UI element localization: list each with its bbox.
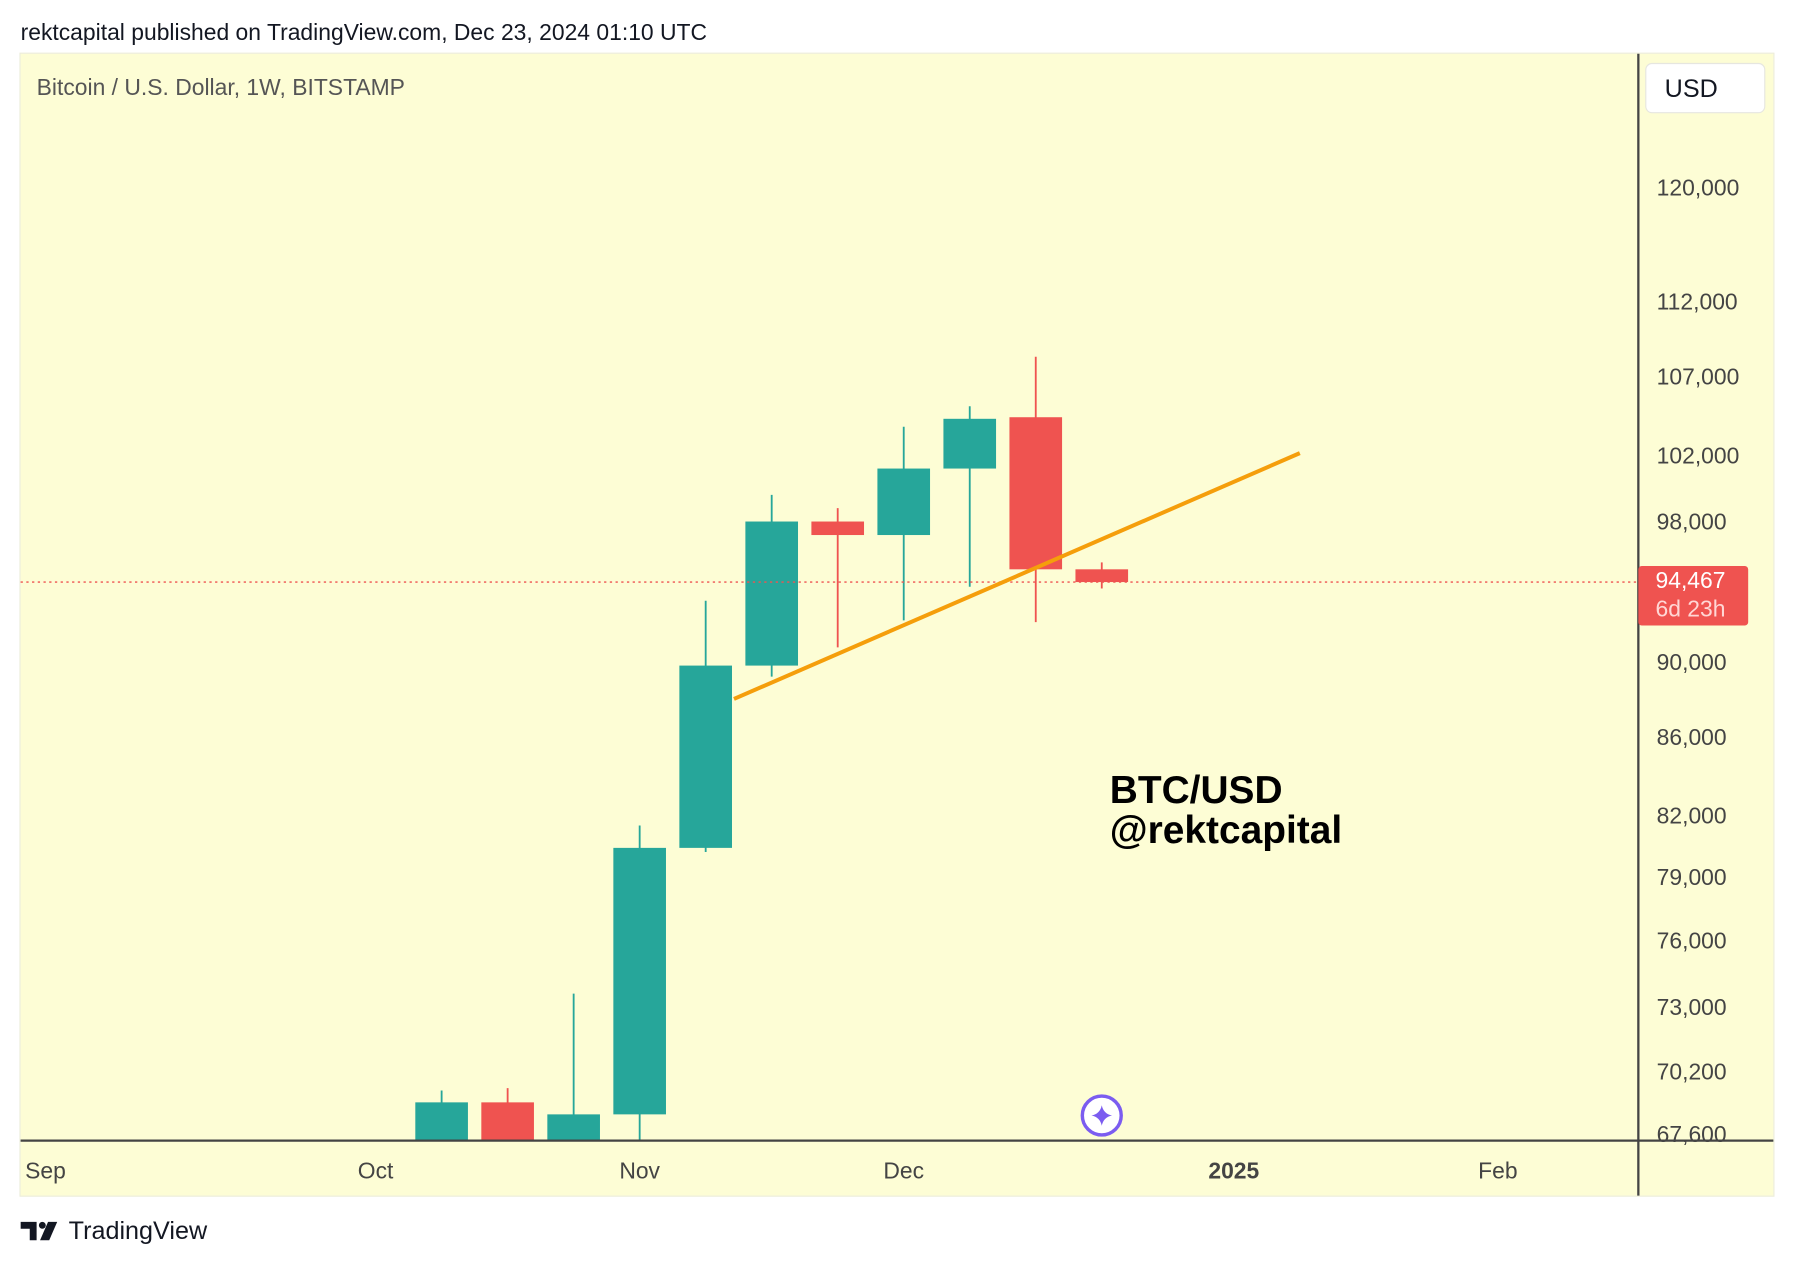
price-tick-label: 112,000 xyxy=(1657,288,1738,314)
candle-2024-10-28[interactable] xyxy=(547,993,600,1154)
price-tick-label: 79,000 xyxy=(1657,864,1727,890)
price-tick-label: 67,600 xyxy=(1657,1121,1727,1147)
time-axis[interactable]: Sep Oct Nov Dec 2025 Feb xyxy=(25,1157,1517,1183)
sparkle-marker-icon[interactable] xyxy=(1080,1094,1123,1137)
candle-2024-12-02[interactable] xyxy=(877,426,931,621)
price-tick-label: 90,000 xyxy=(1657,649,1727,675)
time-tick-label: Dec xyxy=(883,1157,924,1183)
annotation-line-1: BTC/USD xyxy=(1110,769,1283,812)
candle-2024-12-09[interactable] xyxy=(943,406,997,587)
chart-panel[interactable] xyxy=(19,52,1775,1197)
candle-2024-12-16[interactable] xyxy=(1009,356,1063,623)
candle-body xyxy=(613,847,666,1115)
price-tick-label: 107,000 xyxy=(1657,364,1740,390)
time-tick-label: Nov xyxy=(619,1157,660,1183)
candle-2024-11-11[interactable] xyxy=(679,600,732,852)
time-tick-label: Sep xyxy=(25,1157,66,1183)
candle-body xyxy=(481,1102,534,1141)
candle-body xyxy=(811,521,865,536)
candle-2024-10-21[interactable] xyxy=(481,1088,534,1196)
price-tick-label: 73,000 xyxy=(1657,994,1727,1020)
candle-body xyxy=(745,521,799,666)
candle-body xyxy=(877,468,931,536)
trendline[interactable] xyxy=(733,451,1301,701)
candle-body xyxy=(547,1114,600,1141)
candle-2024-11-18[interactable] xyxy=(745,494,799,677)
symbol-title: Bitcoin / U.S. Dollar, 1W, BITSTAMP xyxy=(36,75,405,101)
candle-body xyxy=(943,418,997,469)
price-axis[interactable]: 120,000 112,000 107,000 102,000 98,000 90,000… xyxy=(1657,175,1740,1147)
price-tick-label: 70,200 xyxy=(1657,1059,1727,1085)
tradingview-logo-icon xyxy=(20,1221,58,1241)
candle-body xyxy=(1075,569,1129,583)
time-tick-label: 2025 xyxy=(1208,1157,1259,1183)
candle-2024-10-14[interactable] xyxy=(415,1090,468,1263)
brand-name: TradingView xyxy=(68,1216,208,1245)
time-tick-label: Feb xyxy=(1478,1157,1517,1183)
candle-body xyxy=(1009,417,1063,570)
price-tick-label: 98,000 xyxy=(1657,509,1727,535)
candle-2024-11-04[interactable] xyxy=(613,825,666,1150)
price-tick-label: 102,000 xyxy=(1657,443,1740,469)
candle-body xyxy=(679,665,732,848)
annotation-line-2: @rektcapital xyxy=(1110,809,1342,852)
candle-2024-12-23[interactable] xyxy=(1075,562,1129,589)
publish-info: rektcapital published on TradingView.com… xyxy=(20,20,708,46)
candle-2024-11-25[interactable] xyxy=(811,508,865,648)
candle-body xyxy=(415,1102,468,1141)
bar-countdown: 6d 23h xyxy=(1656,595,1726,621)
tradingview-logo[interactable]: TradingView xyxy=(20,1216,208,1246)
price-tick-label: 120,000 xyxy=(1657,175,1740,201)
time-tick-label: Oct xyxy=(358,1157,394,1183)
price-tick-label: 76,000 xyxy=(1657,928,1727,954)
price-tick-label: 86,000 xyxy=(1657,724,1727,750)
last-price-label: 94,467 6d 23h xyxy=(1638,566,1749,626)
currency-button[interactable]: USD xyxy=(1645,62,1766,114)
last-price-value: 94,467 xyxy=(1656,567,1726,593)
price-tick-label: 82,000 xyxy=(1657,802,1727,828)
